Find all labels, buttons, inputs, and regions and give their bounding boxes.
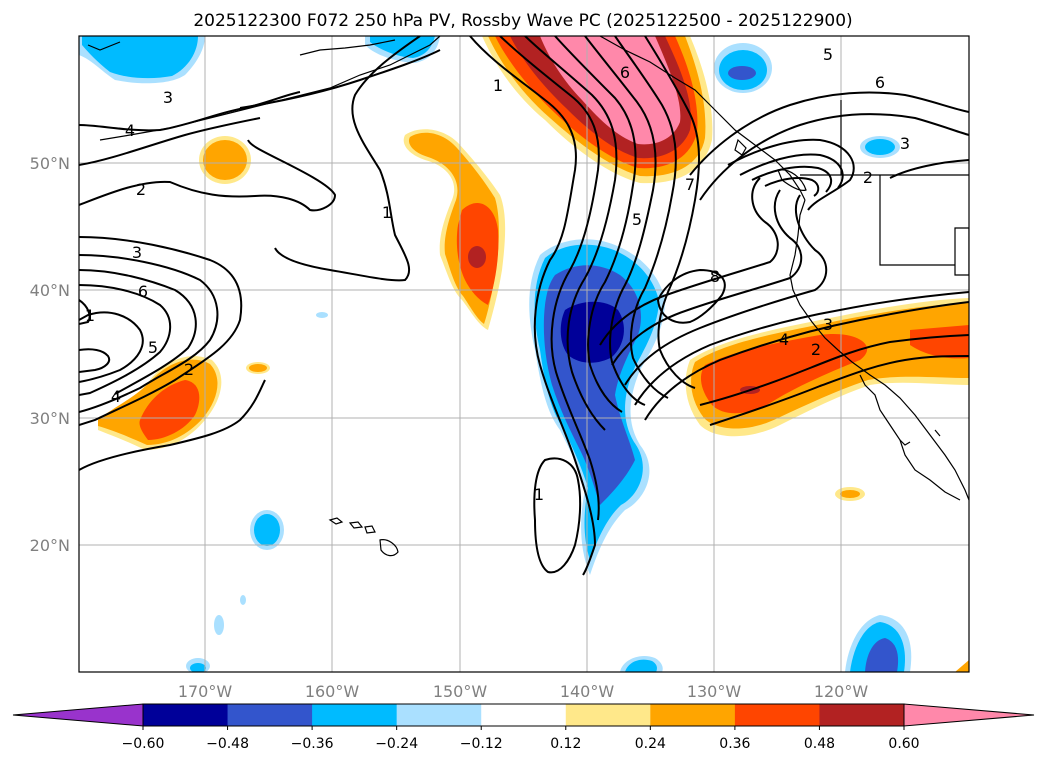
shading-layer [79,36,969,672]
colorbar-extend-min [12,703,144,727]
contour-label: 5 [823,45,833,64]
colorbar-tick-label: −0.36 [291,736,334,752]
colorbar-tick-label: −0.24 [375,736,418,752]
colorbar-segment [396,704,482,726]
map-frame [78,35,970,673]
lon-label: 160°W [305,682,360,701]
colorbar-segment [312,704,398,726]
contour-label: 5 [632,210,642,229]
lat-label: 30°N [30,409,70,428]
colorbar-tick-label: −0.60 [122,736,165,752]
positive-anomaly-southwest [98,356,270,450]
lon-label: 150°W [433,682,488,701]
negative-anomaly-northwest [79,36,205,84]
lat-label: 50°N [30,154,70,173]
contour-label: 4 [779,330,789,349]
colorbar-tick-label: 0.60 [888,736,919,752]
contour-label: 2 [863,168,873,187]
positive-anomaly-aleutians [199,136,251,184]
contour-label: 4 [125,121,135,140]
contour-label: 7 [685,175,695,194]
contour-label: 8 [710,267,720,286]
map-panel: 5 6 3 4 2 1 1 3 6 1 5 4 2 6 5 7 8 3 4 2 [78,35,970,673]
lon-label: 130°W [687,682,742,701]
colorbar-tick-label: 0.36 [719,736,750,752]
colorbar-tick-label: −0.12 [460,736,503,752]
colorbar-extend-max [903,703,1035,727]
colorbar-tick-label: −0.48 [206,736,249,752]
colorbar-frame [142,703,905,727]
contour-label: 2 [136,180,146,199]
colorbar-segment [734,704,820,726]
contour-label: 2 [811,340,821,359]
negative-anomaly-northeast [714,43,772,93]
contour-label: 1 [493,76,503,95]
lat-label: 20°N [30,536,70,555]
contour-labels: 5 6 3 4 2 1 1 3 6 1 5 4 2 6 5 7 8 3 4 2 [85,45,910,504]
contour-label: 5 [148,338,158,357]
contour-label: 3 [823,315,833,334]
contour-label: 1 [382,203,392,222]
longitude-labels: 170°W 160°W 150°W 140°W 130°W 120°W [178,682,869,701]
contour-label: 4 [111,387,121,406]
colorbar-segment [481,704,567,726]
contour-label: 6 [138,282,148,301]
negative-anomaly-coast [860,136,900,158]
map-title: 2025122300 F072 250 hPa PV, Rossby Wave … [193,11,852,31]
lon-label: 140°W [560,682,615,701]
colorbar-tick-label: 0.24 [635,736,666,752]
contour-label: 3 [900,134,910,153]
gridlines [79,36,969,672]
colorbar-segment [565,704,651,726]
contour-label: 2 [184,360,194,379]
latitude-labels: 50°N 40°N 30°N 20°N [30,154,70,555]
contour-label: 1 [534,485,544,504]
height-contours [79,36,969,576]
contour-label: 6 [875,73,885,92]
minor-anomalies [186,312,969,672]
colorbar-segment [650,704,736,726]
lon-label: 120°W [814,682,869,701]
colorbar-segment [819,704,905,726]
lon-label: 170°W [178,682,233,701]
colorbar-segment [227,704,313,726]
positive-anomaly-central-pacific [403,129,506,330]
colorbar-tick-label: 0.12 [550,736,581,752]
colorbar-tick-label: 0.48 [804,736,835,752]
contour-label: 6 [620,63,630,82]
contour-label: 3 [163,88,173,107]
contour-label: 3 [132,243,142,262]
colorbar-segment [143,704,229,726]
contour-label: 1 [85,306,95,325]
colorbar: −0.60 −0.48 −0.36 −0.24 −0.12 0.12 0.24 0.36 0.4… [12,703,1035,752]
lat-label: 40°N [30,281,70,300]
